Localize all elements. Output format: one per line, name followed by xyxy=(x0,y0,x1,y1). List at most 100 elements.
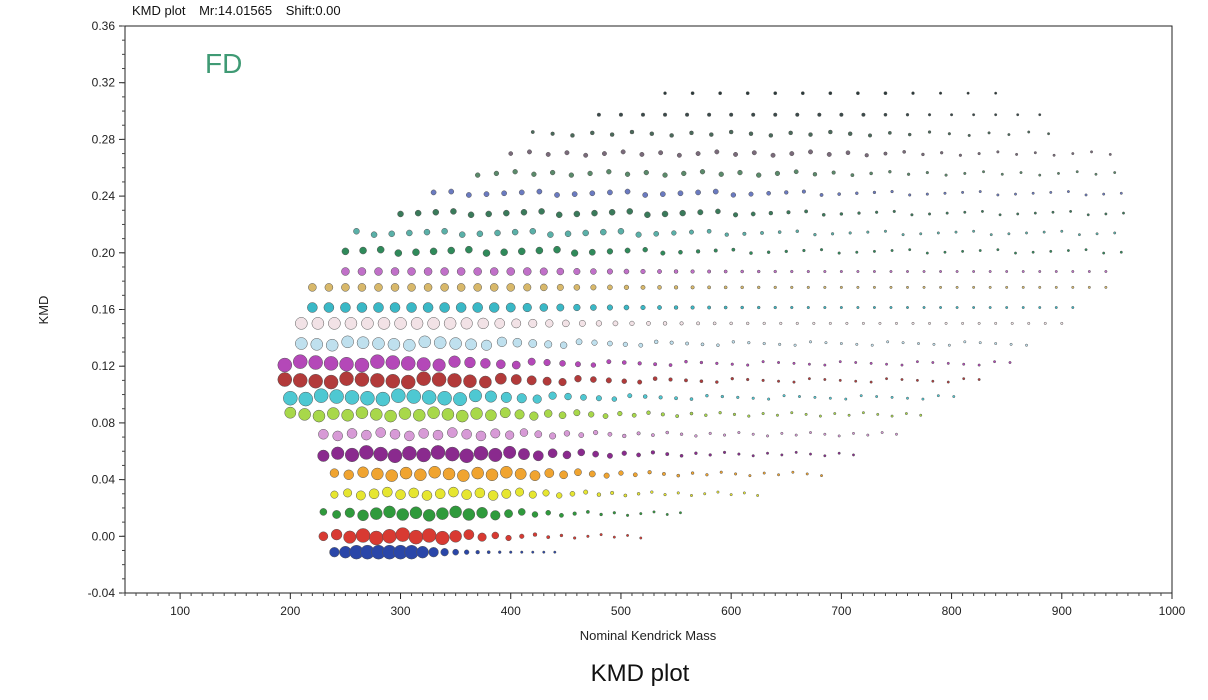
data-point xyxy=(505,302,516,313)
data-point xyxy=(515,487,525,497)
data-point xyxy=(828,91,833,96)
data-point xyxy=(900,363,904,367)
data-point xyxy=(611,396,618,402)
data-point xyxy=(647,470,652,475)
data-point xyxy=(640,112,646,117)
data-point xyxy=(638,342,644,348)
data-point xyxy=(626,533,630,537)
data-point xyxy=(751,396,755,400)
data-point xyxy=(355,490,366,501)
data-point xyxy=(707,269,712,274)
data-point xyxy=(453,392,467,407)
data-point xyxy=(618,112,623,117)
data-point xyxy=(410,317,424,330)
data-point xyxy=(532,450,544,462)
data-point xyxy=(461,428,472,440)
data-point xyxy=(847,131,853,136)
data-point xyxy=(489,267,499,276)
data-point xyxy=(936,394,940,398)
data-point xyxy=(1084,193,1088,197)
data-point xyxy=(762,471,766,475)
data-point xyxy=(360,390,375,406)
data-point xyxy=(972,113,976,117)
data-point xyxy=(828,129,833,135)
data-point xyxy=(1000,172,1004,176)
data-point xyxy=(977,378,981,381)
data-point xyxy=(471,466,484,480)
data-point xyxy=(517,508,526,516)
data-point xyxy=(341,247,350,256)
data-point xyxy=(564,392,572,401)
data-point xyxy=(790,269,794,274)
data-point xyxy=(311,317,325,330)
data-point xyxy=(751,454,755,458)
data-point xyxy=(1084,248,1088,252)
data-point xyxy=(607,284,613,291)
data-point xyxy=(308,283,317,292)
data-point xyxy=(643,169,649,176)
data-point xyxy=(777,379,781,383)
data-point xyxy=(864,153,869,158)
data-point xyxy=(539,303,549,312)
data-point xyxy=(500,248,508,256)
data-point xyxy=(925,170,929,175)
data-point xyxy=(545,151,551,157)
data-point xyxy=(558,411,567,420)
data-point xyxy=(778,342,782,346)
data-point xyxy=(1038,270,1042,273)
data-point xyxy=(977,363,981,367)
data-point xyxy=(621,360,627,365)
x-tick-label: 700 xyxy=(831,604,851,618)
data-point xyxy=(908,248,912,252)
data-point xyxy=(716,490,720,494)
data-point xyxy=(284,406,297,419)
data-point xyxy=(961,249,965,253)
data-point xyxy=(824,341,828,345)
data-point xyxy=(954,230,958,234)
data-point xyxy=(790,411,794,415)
data-point xyxy=(368,488,380,500)
data-point xyxy=(660,250,666,256)
data-point xyxy=(505,430,515,440)
data-point xyxy=(416,371,431,386)
data-point xyxy=(922,285,926,289)
data-point xyxy=(777,230,782,234)
data-point xyxy=(804,209,809,214)
data-point xyxy=(685,112,690,117)
y-axis-title: KMD xyxy=(36,296,51,325)
data-point xyxy=(839,212,844,216)
data-point xyxy=(503,445,517,459)
data-point xyxy=(612,320,619,327)
data-point xyxy=(391,388,406,403)
data-point xyxy=(631,412,637,418)
data-point xyxy=(661,471,666,476)
data-point xyxy=(493,170,500,177)
data-point xyxy=(355,406,369,419)
data-point xyxy=(432,429,444,441)
data-point xyxy=(512,337,523,348)
data-point xyxy=(434,488,446,500)
data-point xyxy=(801,189,806,194)
data-point xyxy=(1052,153,1056,157)
data-point xyxy=(901,341,905,345)
data-point xyxy=(1038,173,1042,177)
data-point xyxy=(606,248,614,255)
data-point xyxy=(600,228,607,236)
data-point xyxy=(470,407,483,420)
data-point xyxy=(531,550,535,554)
data-point xyxy=(370,507,383,520)
data-point xyxy=(773,285,777,289)
data-point xyxy=(624,188,631,195)
data-point xyxy=(390,283,400,292)
data-point xyxy=(723,433,727,437)
x-tick-label: 600 xyxy=(721,604,741,618)
data-point xyxy=(382,486,393,498)
data-point xyxy=(485,468,499,482)
data-point xyxy=(1104,212,1108,216)
data-point xyxy=(1027,321,1031,325)
data-point xyxy=(857,211,861,215)
data-point xyxy=(377,317,391,330)
data-point xyxy=(861,321,865,325)
data-point xyxy=(855,250,859,254)
data-point xyxy=(657,305,662,310)
